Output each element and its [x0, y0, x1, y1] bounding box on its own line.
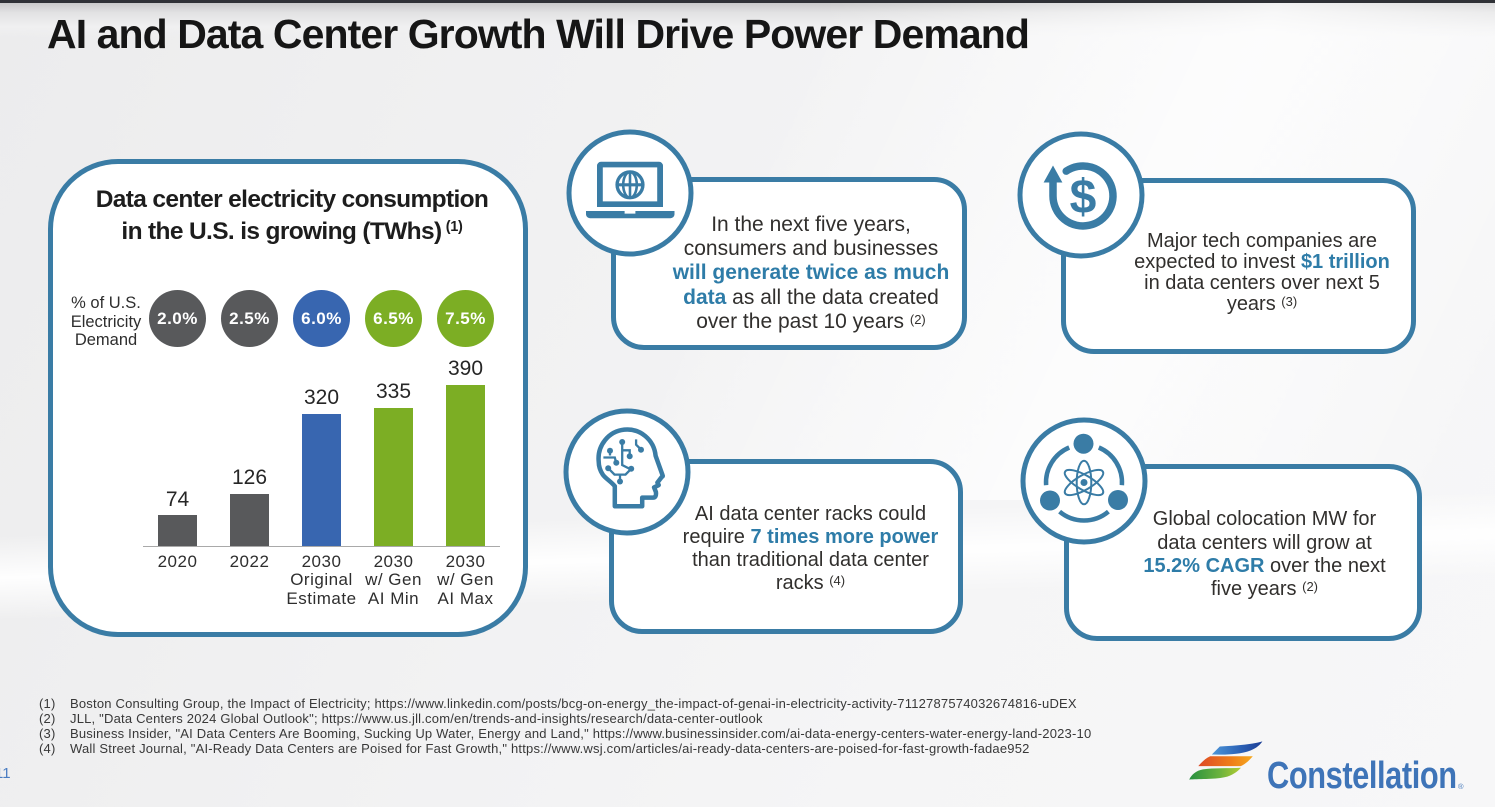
svg-text:$: $: [1069, 171, 1096, 224]
